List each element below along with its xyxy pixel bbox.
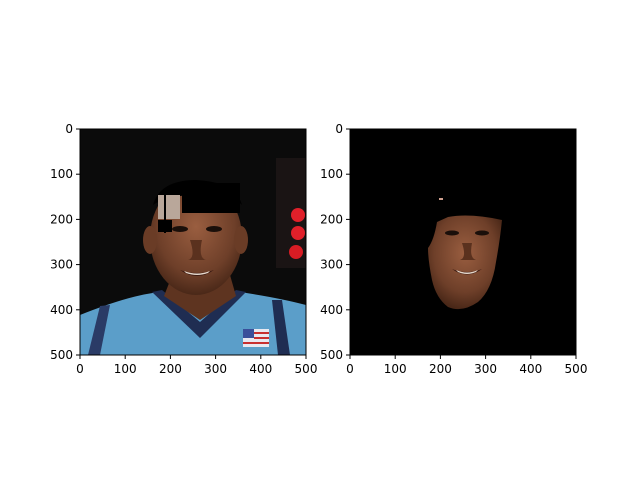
eye [475,231,489,236]
eye [206,226,222,232]
x-tick-label: 300 [204,362,227,376]
y-tick-label: 400 [320,303,343,317]
flag-canton [243,329,254,338]
red-light [291,208,305,222]
y-tick-label: 300 [320,258,343,272]
x-tick-label: 400 [519,362,542,376]
y-tick-label: 500 [50,348,73,362]
eye [172,226,188,232]
x-tick-label: 300 [474,362,497,376]
ear [143,226,157,254]
x-tick-label: 400 [249,362,272,376]
x-tick-label: 0 [346,362,354,376]
y-tick-label: 300 [50,258,73,272]
left-image-panel [80,129,306,355]
occlusion-black-box [182,183,240,213]
eye [445,231,459,236]
y-tick-label: 0 [335,122,343,136]
x-tick-label: 100 [114,362,137,376]
x-tick-label: 500 [565,362,588,376]
y-tick-label: 0 [65,122,73,136]
ear [234,226,248,254]
x-tick-label: 0 [76,362,84,376]
y-tick-label: 400 [50,303,73,317]
x-tick-label: 100 [384,362,407,376]
x-tick-label: 200 [159,362,182,376]
red-light [291,226,305,240]
x-tick-label: 200 [429,362,452,376]
y-tick-label: 500 [320,348,343,362]
red-light [289,245,303,259]
occlusion-gray-box [158,195,180,219]
y-tick-label: 200 [320,212,343,226]
y-tick-label: 100 [320,167,343,181]
y-tick-label: 200 [50,212,73,226]
mask-speck [439,198,443,200]
right-image-panel [350,129,576,355]
x-tick-label: 500 [295,362,318,376]
y-tick-label: 100 [50,167,73,181]
